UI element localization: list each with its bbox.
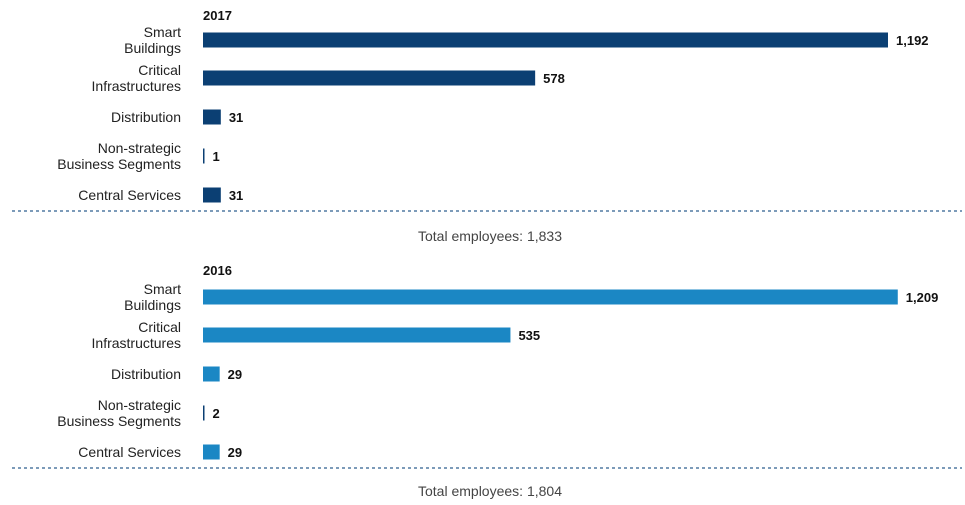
value-label: 578 xyxy=(543,71,565,86)
value-label: 1 xyxy=(213,149,220,164)
bar xyxy=(203,109,221,125)
bar xyxy=(203,366,220,382)
bar xyxy=(203,187,221,203)
year-title: 2016 xyxy=(203,263,232,278)
bar xyxy=(203,289,898,305)
value-label: 1,209 xyxy=(906,290,939,305)
category-label: Smart Buildings xyxy=(124,281,181,313)
value-label: 31 xyxy=(229,110,243,125)
category-label: Critical Infrastructures xyxy=(92,319,181,351)
bar xyxy=(203,70,536,86)
chart-panel-2016: 2016 Smart Buildings 1,209 Critical Infrastru… xyxy=(12,263,962,499)
category-label: Distribution xyxy=(111,109,181,125)
bar xyxy=(203,148,205,164)
value-label: 535 xyxy=(518,328,540,343)
value-label: 29 xyxy=(228,367,242,382)
bar xyxy=(203,444,220,460)
value-label: 31 xyxy=(229,188,243,203)
category-label: Central Services xyxy=(78,444,181,460)
year-title: 2017 xyxy=(203,8,232,23)
category-label: Smart Buildings xyxy=(124,24,181,56)
chart-panel-2017: 2017 Smart Buildings 1,192 Critical Infrastru… xyxy=(12,8,962,244)
bar xyxy=(203,327,511,343)
value-label: 2 xyxy=(213,406,220,421)
category-label: Distribution xyxy=(111,366,181,382)
category-label: Central Services xyxy=(78,187,181,203)
bar xyxy=(203,32,888,48)
value-label: 29 xyxy=(228,445,242,460)
total-employees-label: Total employees: 1,804 xyxy=(418,483,562,499)
category-label: Non-strategic Business Segments xyxy=(57,140,181,172)
category-label: Critical Infrastructures xyxy=(92,62,181,94)
total-employees-label: Total employees: 1,833 xyxy=(418,228,562,244)
bar xyxy=(203,405,205,421)
category-label: Non-strategic Business Segments xyxy=(57,397,181,429)
value-label: 1,192 xyxy=(896,33,929,48)
